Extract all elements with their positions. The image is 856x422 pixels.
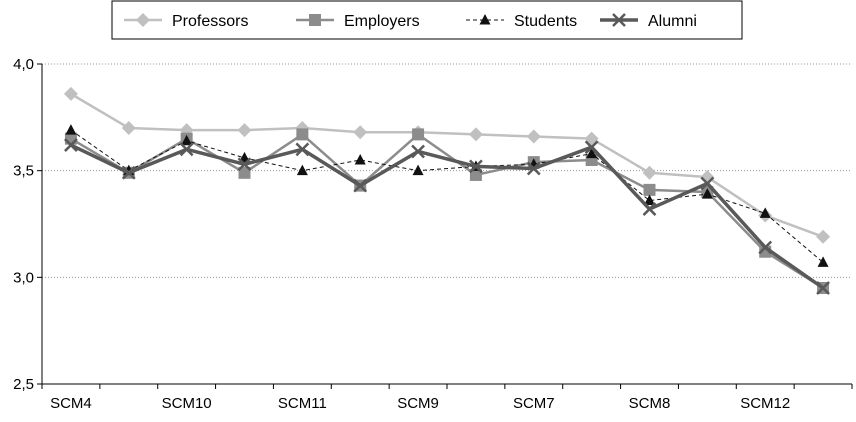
data-point-students (65, 124, 77, 135)
data-point-alumni (700, 176, 715, 191)
data-point-students (296, 164, 308, 176)
data-point-students (181, 134, 193, 146)
data-point-alumni-stroke (179, 142, 194, 157)
data-point-students (759, 207, 771, 218)
data-point-professors (121, 121, 136, 135)
data-point-alumni (64, 138, 78, 152)
legend-marker-employers (309, 14, 321, 26)
data-point-students (412, 164, 424, 176)
data-point-professors (63, 86, 78, 101)
data-point-alumni-stroke (353, 178, 368, 193)
legend-marker-professors (136, 13, 150, 27)
data-point-students (701, 188, 713, 199)
legend-label-professors: Professors (172, 13, 248, 30)
x-tick-label: SCM4 (50, 395, 92, 412)
data-point-employers (238, 166, 251, 179)
data-point-alumni (816, 281, 830, 295)
data-point-professors (353, 125, 368, 140)
data-point-students (354, 154, 366, 165)
series-line-employers (70, 133, 824, 290)
series-line-professors (70, 92, 824, 238)
data-point-employers (469, 168, 482, 181)
legend-marker-students (479, 14, 491, 25)
x-tick-label: SCM9 (397, 395, 439, 412)
legend-label-alumni: Alumni (648, 13, 697, 30)
x-tick-label: SCM8 (629, 395, 671, 412)
data-point-professors (237, 123, 252, 138)
data-point-alumni (469, 159, 483, 174)
y-tick-label: 3,5 (13, 163, 34, 180)
y-tick-label: 2,5 (13, 376, 34, 393)
data-point-alumni-stroke (526, 161, 541, 176)
plot-area: SCM4 SCM10 SCM11 SCM9 SCM7 SCM8 SCM12 2,5 3,0 3,… (13, 56, 853, 412)
data-point-alumni-stroke (469, 159, 483, 174)
data-point-alumni (758, 240, 773, 255)
data-point-employers (296, 128, 309, 141)
data-point-alumni-stroke (758, 240, 773, 255)
data-point-alumni-stroke (700, 176, 715, 191)
data-point-alumni (642, 202, 657, 216)
x-tick-label: SCM11 (278, 395, 327, 412)
data-point-alumni-stroke (64, 138, 78, 152)
legend-item-alumni: Alumni (600, 13, 697, 30)
y-tick-label: 3,0 (13, 269, 34, 286)
data-point-alumni (179, 142, 194, 157)
data-point-alumni-stroke (584, 140, 599, 155)
data-point-alumni (121, 165, 136, 180)
data-point-alumni (526, 161, 541, 176)
series-students (65, 124, 829, 267)
data-point-professors (816, 229, 831, 244)
data-point-alumni (237, 157, 252, 172)
data-point-alumni-stroke (237, 157, 252, 172)
series-alumni (64, 138, 830, 295)
data-point-alumni (353, 178, 368, 193)
data-point-employers (643, 183, 656, 196)
data-point-students (817, 256, 829, 267)
data-point-alumni-stroke (295, 142, 310, 157)
data-point-alumni (411, 144, 425, 159)
series-line-students (70, 129, 824, 263)
data-point-students (644, 194, 655, 206)
legend-item-students: Students (466, 13, 577, 30)
data-point-alumni-stroke (121, 165, 136, 180)
series-line-alumni (70, 143, 825, 290)
x-tick-label: SCM10 (162, 395, 212, 412)
data-point-professors (526, 129, 541, 144)
legend-marker-alumni (612, 13, 626, 27)
data-point-alumni (584, 140, 599, 155)
legend-item-employers: Employers (296, 13, 420, 30)
data-point-students (586, 147, 598, 159)
data-point-alumni (295, 142, 310, 157)
legend-item-professors: Professors (124, 13, 248, 30)
data-point-alumni-stroke (642, 202, 657, 216)
x-tick-label: SCM7 (513, 395, 555, 412)
data-point-students (239, 151, 250, 163)
series-professors (63, 86, 831, 244)
data-point-alumni-stroke (411, 144, 425, 159)
data-point-professors (642, 165, 657, 180)
legend-label-employers: Employers (344, 13, 420, 30)
data-point-alumni-stroke (816, 281, 830, 295)
y-tick-label: 4,0 (13, 56, 34, 73)
data-point-employers (412, 128, 425, 141)
legend-marker-alumni-stroke (612, 13, 626, 27)
data-point-professors (468, 127, 483, 142)
x-tick-label: SCM12 (740, 395, 790, 412)
legend: Professors Employers Students Alumni (111, 0, 743, 40)
legend-label-students: Students (514, 13, 577, 30)
